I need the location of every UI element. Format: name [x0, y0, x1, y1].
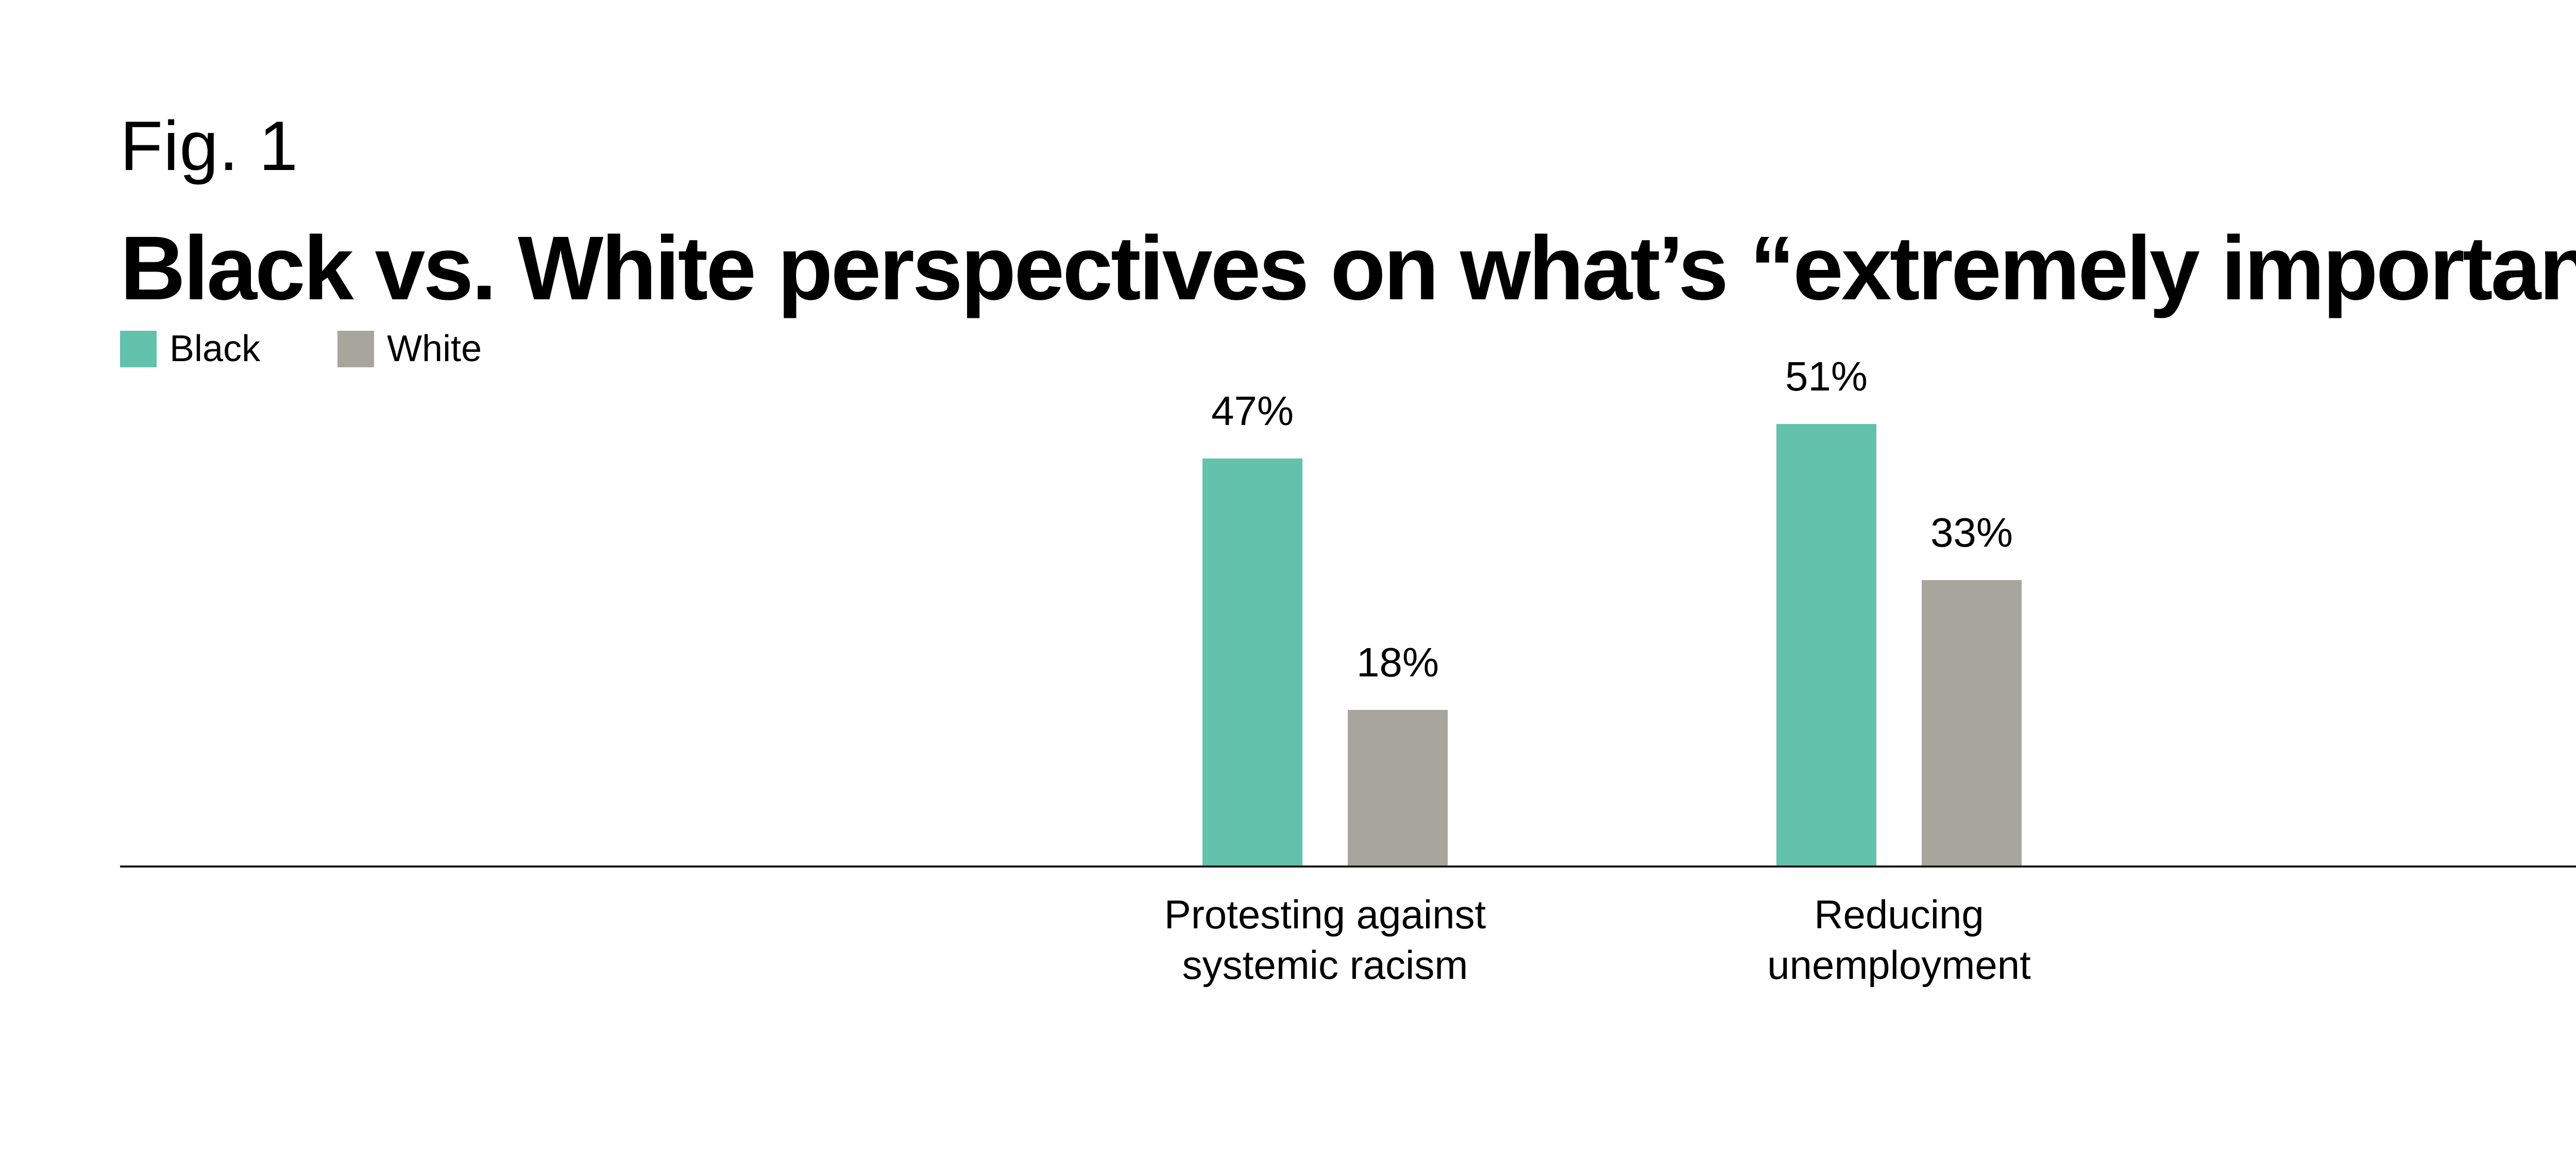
bar-black-2 — [1776, 424, 1876, 865]
bar-value-label: 18% — [1356, 639, 1439, 685]
black-legend-swatch — [120, 331, 157, 367]
legend-label: White — [387, 328, 482, 369]
category-label-line: systemic racism — [1182, 942, 1468, 988]
bar-value-label: 47% — [1211, 388, 1294, 434]
bar-column-white-2: 33% — [1922, 0, 2022, 865]
chart-title: Black vs. White perspectives on what’s “… — [120, 218, 2576, 319]
bar-value-label: 33% — [1930, 509, 2013, 555]
legend: Black White — [120, 328, 559, 369]
bar-white-1 — [1348, 710, 1448, 865]
bar-column-white-1: 18% — [1348, 0, 1448, 865]
bar-column-black-1: 47% — [1202, 0, 1302, 865]
legend-label: Black — [170, 328, 261, 369]
legend-item-white: White — [337, 328, 482, 369]
category-label-line: Protesting against — [1164, 892, 1486, 937]
legend-item-black: Black — [120, 328, 261, 369]
bar-value-label: 51% — [1785, 353, 1868, 399]
category-label-line: Reducing — [1814, 892, 1984, 937]
figure-number-label: Fig. 1 — [120, 107, 299, 185]
category-label-line: unemployment — [1767, 942, 2031, 988]
category-label-1: Protesting against systemic racism — [913, 889, 1737, 990]
white-legend-swatch — [337, 331, 375, 367]
category-label-2: Reducing unemployment — [1487, 889, 2311, 990]
bar-white-2 — [1922, 580, 2022, 865]
bar-column-black-2: 51% — [1776, 0, 1876, 865]
bar-black-1 — [1202, 458, 1302, 865]
x-axis-line — [120, 865, 2576, 868]
